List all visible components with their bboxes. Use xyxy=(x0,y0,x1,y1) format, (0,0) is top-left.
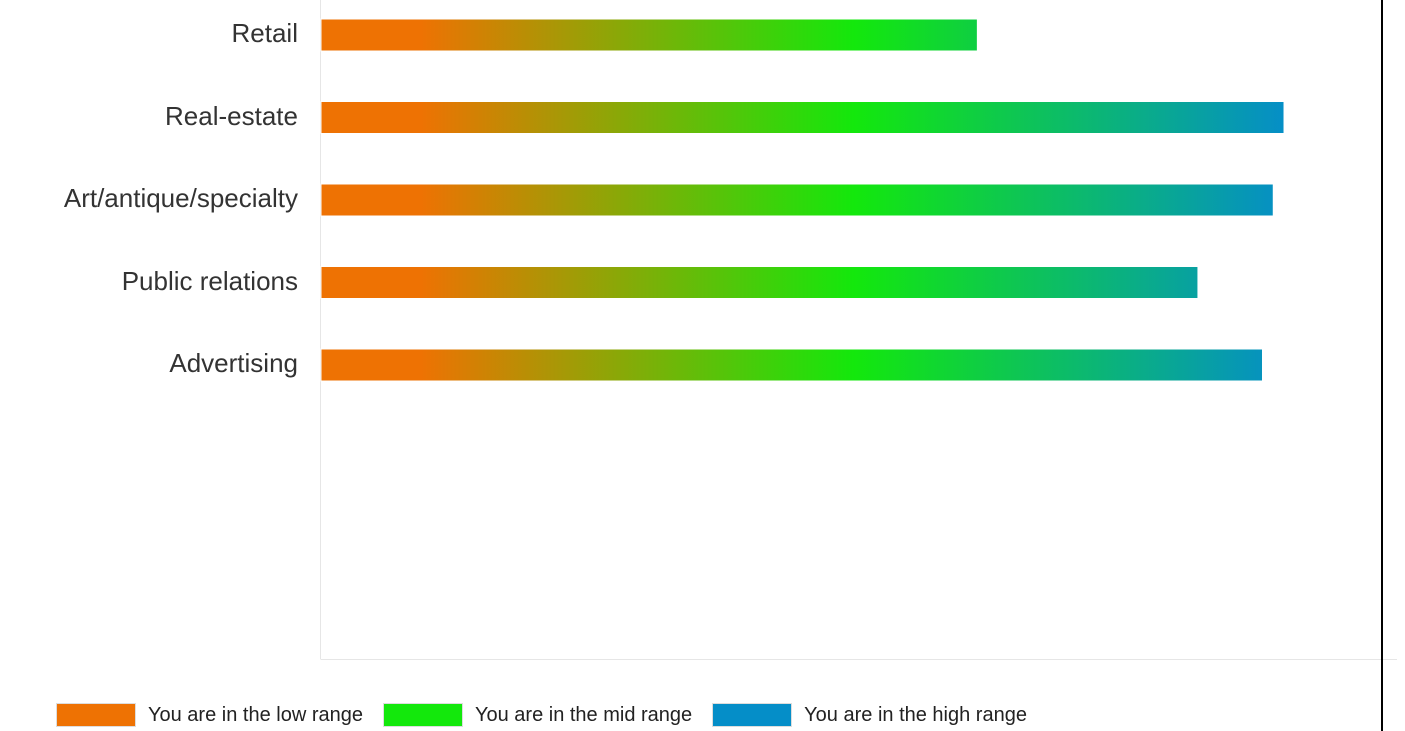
category-label-0: Retail xyxy=(231,18,298,48)
bar-2 xyxy=(320,183,1274,217)
legend-item-0[interactable]: You are in the low range xyxy=(56,703,363,727)
bar-3 xyxy=(320,266,1199,299)
legend-label-2: You are in the high range xyxy=(804,703,1027,726)
legend-label-0: You are in the low range xyxy=(148,703,363,726)
legend-label-1: You are in the mid range xyxy=(474,703,693,726)
right-frame-border xyxy=(1381,0,1383,731)
legend: You are in the low range You are in the m… xyxy=(56,701,1047,729)
category-label-2: Art/antique/specialty xyxy=(63,183,298,213)
legend-swatch-1 xyxy=(382,703,463,727)
category-label-1: Real-estate xyxy=(165,100,298,131)
bar-1 xyxy=(320,101,1285,134)
category-label-4: Advertising xyxy=(169,348,298,378)
legend-item-1[interactable]: You are in the mid range xyxy=(382,703,693,727)
legend-swatch-0 xyxy=(56,703,136,727)
category-label-3: Public relations xyxy=(121,265,298,296)
legend-swatch-2 xyxy=(712,703,793,727)
bar-4 xyxy=(320,348,1263,382)
bar-0 xyxy=(320,18,978,52)
legend-item-2[interactable]: You are in the high range xyxy=(712,703,1027,727)
